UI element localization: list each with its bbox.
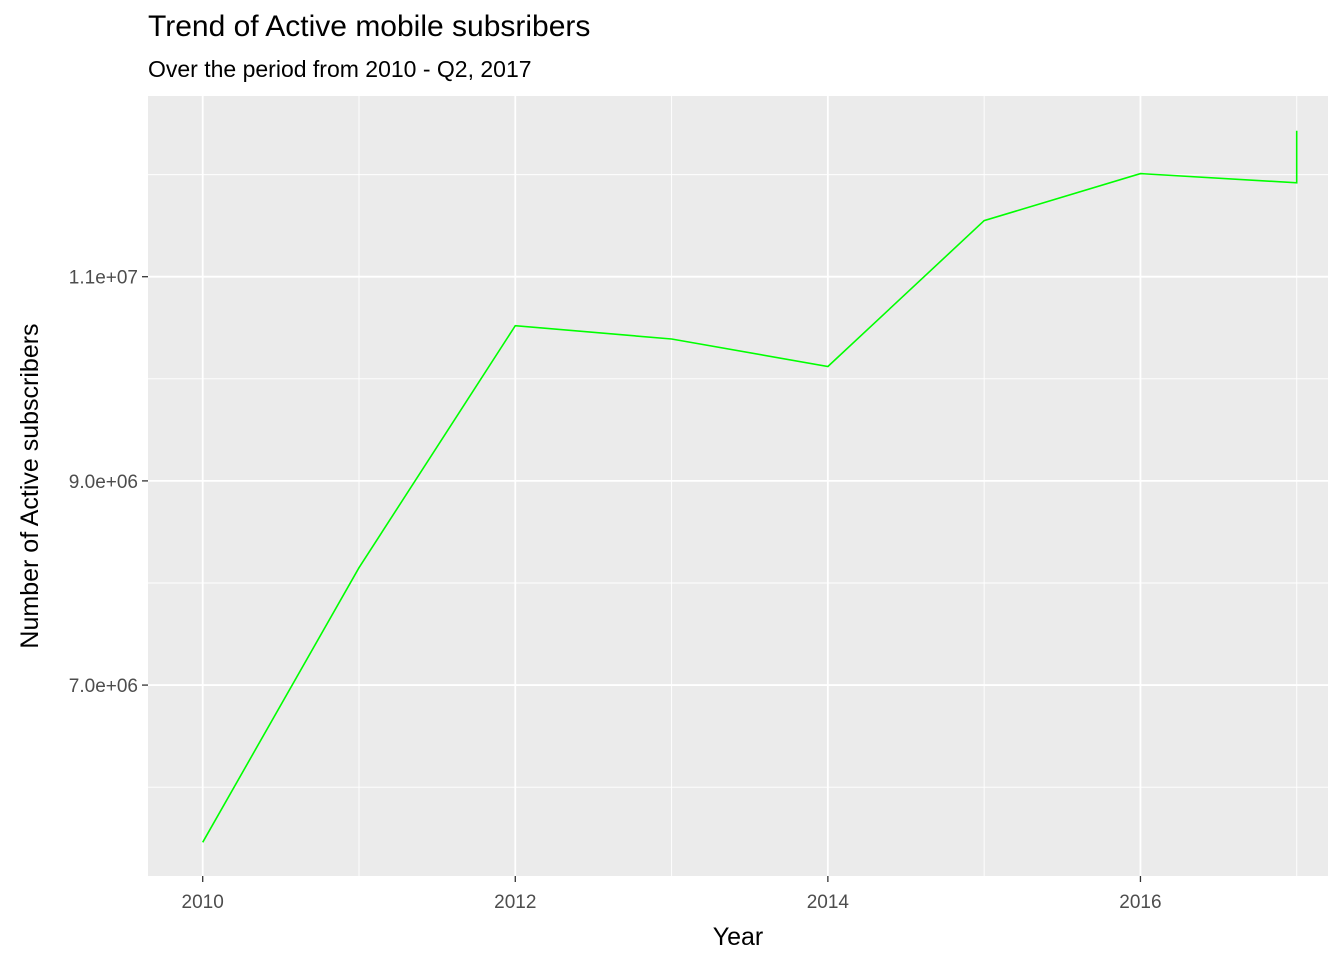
minor-gridlines xyxy=(148,96,1328,876)
x-tick-label: 2014 xyxy=(807,892,850,913)
x-tick-label: 2016 xyxy=(1119,892,1161,913)
x-tick-label: 2012 xyxy=(494,892,536,913)
x-axis: 2010 2012 2014 2016 xyxy=(182,876,1162,913)
x-tick-label: 2010 xyxy=(182,892,224,913)
x-axis-title: Year xyxy=(713,923,764,951)
plot-panel xyxy=(148,96,1328,876)
series-line xyxy=(202,130,1298,843)
y-tick-label: 7.0e+06 xyxy=(69,676,138,697)
chart-subtitle: Over the period from 2010 - Q2, 2017 xyxy=(148,56,532,82)
y-axis: 7.0e+06 9.0e+06 1.1e+07 xyxy=(69,268,148,697)
y-tick-label: 9.0e+06 xyxy=(69,472,138,493)
y-tick-label: 1.1e+07 xyxy=(69,268,138,289)
y-axis-title: Number of Active subscribers xyxy=(16,323,44,648)
major-gridlines xyxy=(148,96,1328,876)
chart-title: Trend of Active mobile subsribers xyxy=(148,10,591,43)
